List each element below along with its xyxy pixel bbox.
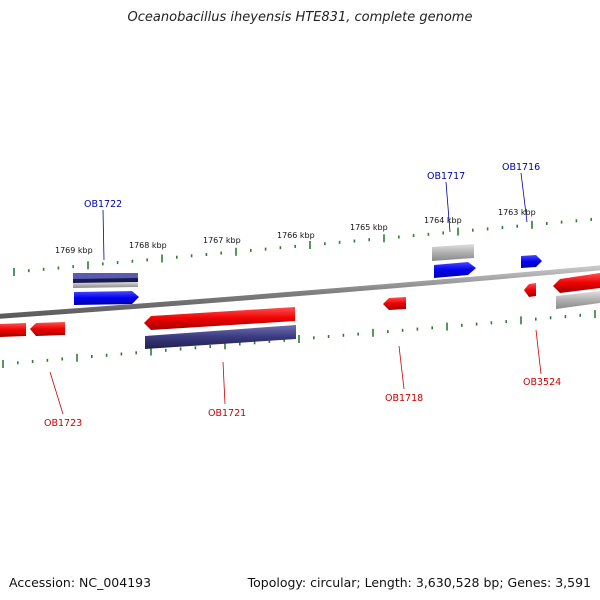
scale-labels: 1769 kbp 1768 kbp 1767 kbp 1766 kbp 1765… (55, 208, 536, 255)
scale-label-1769: 1769 kbp (55, 246, 93, 255)
feature-right-grey[interactable] (556, 291, 600, 309)
gene-label-ob1718[interactable]: OB1718 (385, 393, 423, 404)
scale-label-1768: 1768 kbp (129, 241, 167, 250)
gene-ob1716-arrow[interactable] (521, 255, 542, 268)
gene-right-arrow[interactable] (553, 273, 600, 293)
genome-backbone (0, 265, 600, 319)
scale-label-1766: 1766 kbp (277, 231, 315, 240)
label-leaders (49, 172, 542, 415)
gene-ob1718-arrow[interactable] (383, 297, 406, 310)
gene-label-ob1717[interactable]: OB1717 (427, 171, 465, 182)
gene-ob1721-arrow[interactable] (144, 307, 295, 330)
map-title: Oceanobacillus iheyensis HTE831, complet… (127, 10, 473, 25)
gene-left-arrow-1[interactable] (0, 323, 26, 337)
scale-label-1767: 1767 kbp (203, 236, 241, 245)
accession-text: Accession: NC_004193 (9, 575, 152, 590)
scale-label-1765: 1765 kbp (350, 223, 388, 232)
forward-features (73, 244, 542, 305)
gene-ob3524-arrow[interactable] (524, 283, 536, 297)
gene-label-ob1721[interactable]: OB1721 (208, 408, 246, 419)
scale-label-1763: 1763 kbp (498, 208, 536, 217)
feature-ob1721-dark[interactable] (145, 325, 296, 349)
gene-ob1723-arrow[interactable] (30, 322, 65, 336)
gene-label-ob1722[interactable]: OB1722 (84, 199, 122, 210)
feature-ob1722-grey[interactable] (73, 282, 138, 288)
feature-ob1717-grey[interactable] (432, 244, 474, 261)
reverse-features (0, 273, 600, 349)
genome-summary-text: Topology: circular; Length: 3,630,528 bp… (247, 575, 591, 590)
gene-label-ob3524[interactable]: OB3524 (523, 377, 561, 388)
lower-tick-track (2, 310, 596, 368)
upper-tick-track (13, 217, 593, 276)
gene-label-ob1716[interactable]: OB1716 (502, 162, 540, 173)
scale-label-1764: 1764 kbp (424, 216, 462, 225)
gene-labels: OB1722 OB1717 OB1716 OB1723 OB1721 OB171… (44, 162, 561, 429)
gene-label-ob1723[interactable]: OB1723 (44, 418, 82, 429)
gene-ob1717-arrow[interactable] (434, 262, 476, 278)
gene-ob1722-arrow[interactable] (74, 291, 139, 305)
